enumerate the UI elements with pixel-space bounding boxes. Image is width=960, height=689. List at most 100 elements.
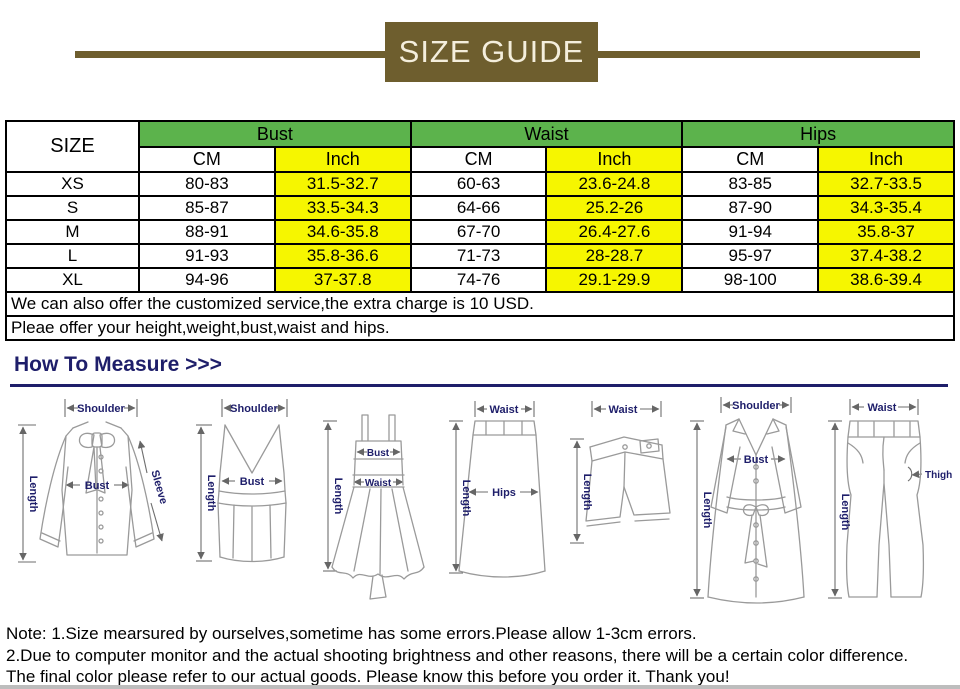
cell-bust-inch: 37-37.8 (273, 267, 412, 293)
cell-size: XL (5, 267, 140, 293)
cell-hips-inch: 38.6-39.4 (817, 267, 955, 293)
measure-label-length: Length (701, 492, 713, 529)
cell-waist-cm: 64-66 (409, 195, 548, 221)
row-xs: XS 80-83 31.5-32.7 60-63 23.6-24.8 83-85… (5, 171, 955, 197)
cell-size: L (5, 243, 140, 269)
cell-waist-inch: 25.2-26 (545, 195, 684, 221)
header-cm: CM (681, 146, 820, 173)
cell-hips-inch: 34.3-35.4 (817, 195, 955, 221)
unit-header-row: CM Inch CM Inch CM Inch (6, 146, 955, 173)
note-line-3: The final color please refer to our actu… (6, 667, 730, 686)
header-cm: CM (138, 146, 276, 173)
cell-bust-inch: 34.6-35.8 (273, 219, 412, 245)
cell-waist-inch: 29.1-29.9 (545, 267, 684, 293)
cell-bust-cm: 80-83 (138, 171, 276, 197)
measure-label-length: Length (205, 475, 217, 512)
cell-bust-inch: 33.5-34.3 (273, 195, 412, 221)
garment-art (331, 414, 425, 600)
measure-label-hips: Hips (493, 487, 517, 499)
diagram-dress: Length Bust Waist (323, 414, 425, 600)
cell-bust-cm: 88-91 (138, 219, 276, 245)
diagram-skirt: Waist Length Hips (449, 401, 547, 578)
cell-bust-inch: 35.8-36.6 (273, 243, 412, 269)
measure-label-length: Length (27, 476, 39, 513)
measure-lines (196, 399, 288, 562)
cell-hips-cm: 91-94 (681, 219, 820, 245)
cell-bust-cm: 91-93 (138, 243, 276, 269)
service-note: We can also offer the customized service… (5, 291, 955, 317)
size-column-header: SIZE (5, 120, 140, 173)
measure-label-sleeve: Sleeve (148, 469, 169, 506)
measure-label-waist: Waist (365, 478, 392, 489)
measure-lines (323, 420, 404, 572)
cell-waist-cm: 71-73 (409, 243, 548, 269)
diagram-shorts: Waist Length (569, 401, 671, 544)
cell-hips-inch: 35.8-37 (817, 219, 955, 245)
diagram-pants: Waist Length Thigh (827, 399, 952, 599)
row-xl: XL 94-96 37-37.8 74-76 29.1-29.9 98-100 … (5, 267, 955, 293)
garment-art (39, 421, 155, 556)
banner-title: SIZE GUIDE (385, 22, 598, 82)
cell-size: XS (5, 171, 140, 197)
cell-waist-cm: 60-63 (409, 171, 548, 197)
cell-waist-inch: 23.6-24.8 (545, 171, 684, 197)
cell-waist-cm: 74-76 (409, 267, 548, 293)
service-note-row: We can also offer the customized service… (5, 291, 955, 317)
cell-hips-inch: 32.7-33.5 (817, 171, 955, 197)
cell-hips-inch: 37.4-38.2 (817, 243, 955, 269)
measure-label-waist: Waist (867, 402, 896, 414)
measure-label-bust: Bust (744, 454, 769, 466)
group-header-row: SIZE Bust Waist Hips (5, 120, 955, 173)
measure-label-bust: Bust (85, 480, 110, 492)
size-guide-banner: SIZE GUIDE (0, 0, 960, 105)
diagram-coat: Shoulder Length Bust (689, 397, 805, 604)
cell-size: M (5, 219, 140, 245)
header-inch: Inch (817, 146, 955, 173)
measure-label-length: Length (839, 494, 851, 531)
note-line-2: 2.Due to computer monitor and the actual… (6, 645, 909, 665)
size-table: SIZE Bust Waist Hips CM Inch CM Inch CM … (5, 120, 955, 341)
note-line-1: Note: 1.Size mearsured by ourselves,some… (6, 624, 697, 643)
cell-bust-inch: 31.5-32.7 (273, 171, 412, 197)
header-waist: Waist (409, 120, 684, 148)
measure-label-length: Length (581, 474, 593, 511)
measure-label-bust: Bust (240, 476, 265, 488)
cell-hips-cm: 98-100 (681, 267, 820, 293)
bottom-edge-shadow (0, 685, 960, 689)
how-to-measure-divider (10, 384, 948, 387)
measure-label-shoulder: Shoulder (732, 400, 780, 412)
measure-diagrams: Shoulder Length Bust Sleeve Shoulder Len… (0, 395, 960, 609)
measure-label-bust: Bust (367, 448, 390, 459)
measure-label-waist: Waist (490, 404, 519, 416)
cell-waist-inch: 28-28.7 (545, 243, 684, 269)
garment-art (707, 418, 805, 604)
cell-hips-cm: 83-85 (681, 171, 820, 197)
cell-hips-cm: 95-97 (681, 243, 820, 269)
measure-label-shoulder: Shoulder (77, 403, 125, 415)
measure-lines (18, 399, 164, 563)
header-inch: Inch (545, 146, 684, 173)
cell-size: S (5, 195, 140, 221)
header-hips: Hips (681, 120, 955, 148)
disclaimer-notes: Note: 1.Size mearsured by ourselves,some… (6, 623, 960, 688)
measure-lines (689, 397, 792, 599)
header-bust: Bust (138, 120, 412, 148)
garment-art (217, 424, 287, 563)
measure-lines (449, 401, 540, 574)
garment-art (584, 436, 671, 527)
measure-label-shoulder: Shoulder (230, 403, 278, 415)
cell-waist-cm: 67-70 (409, 219, 548, 245)
row-m: M 88-91 34.6-35.8 67-70 26.4-27.6 91-94 … (5, 219, 955, 245)
header-cm: CM (409, 146, 548, 173)
measure-label-length: Length (332, 478, 344, 515)
cell-waist-inch: 26.4-27.6 (545, 219, 684, 245)
measure-label-thigh: Thigh (925, 470, 952, 481)
request-note-row: Pleae offer your height,weight,bust,wais… (5, 315, 955, 341)
cell-bust-cm: 85-87 (138, 195, 276, 221)
garment-art (458, 420, 547, 578)
row-s: S 85-87 33.5-34.3 64-66 25.2-26 87-90 34… (5, 195, 955, 221)
how-to-measure-title: How To Measure >>> (14, 353, 222, 376)
garment-art (845, 420, 924, 598)
diagram-tank-top: Shoulder Length Bust (196, 399, 288, 563)
measure-lines (569, 401, 662, 544)
